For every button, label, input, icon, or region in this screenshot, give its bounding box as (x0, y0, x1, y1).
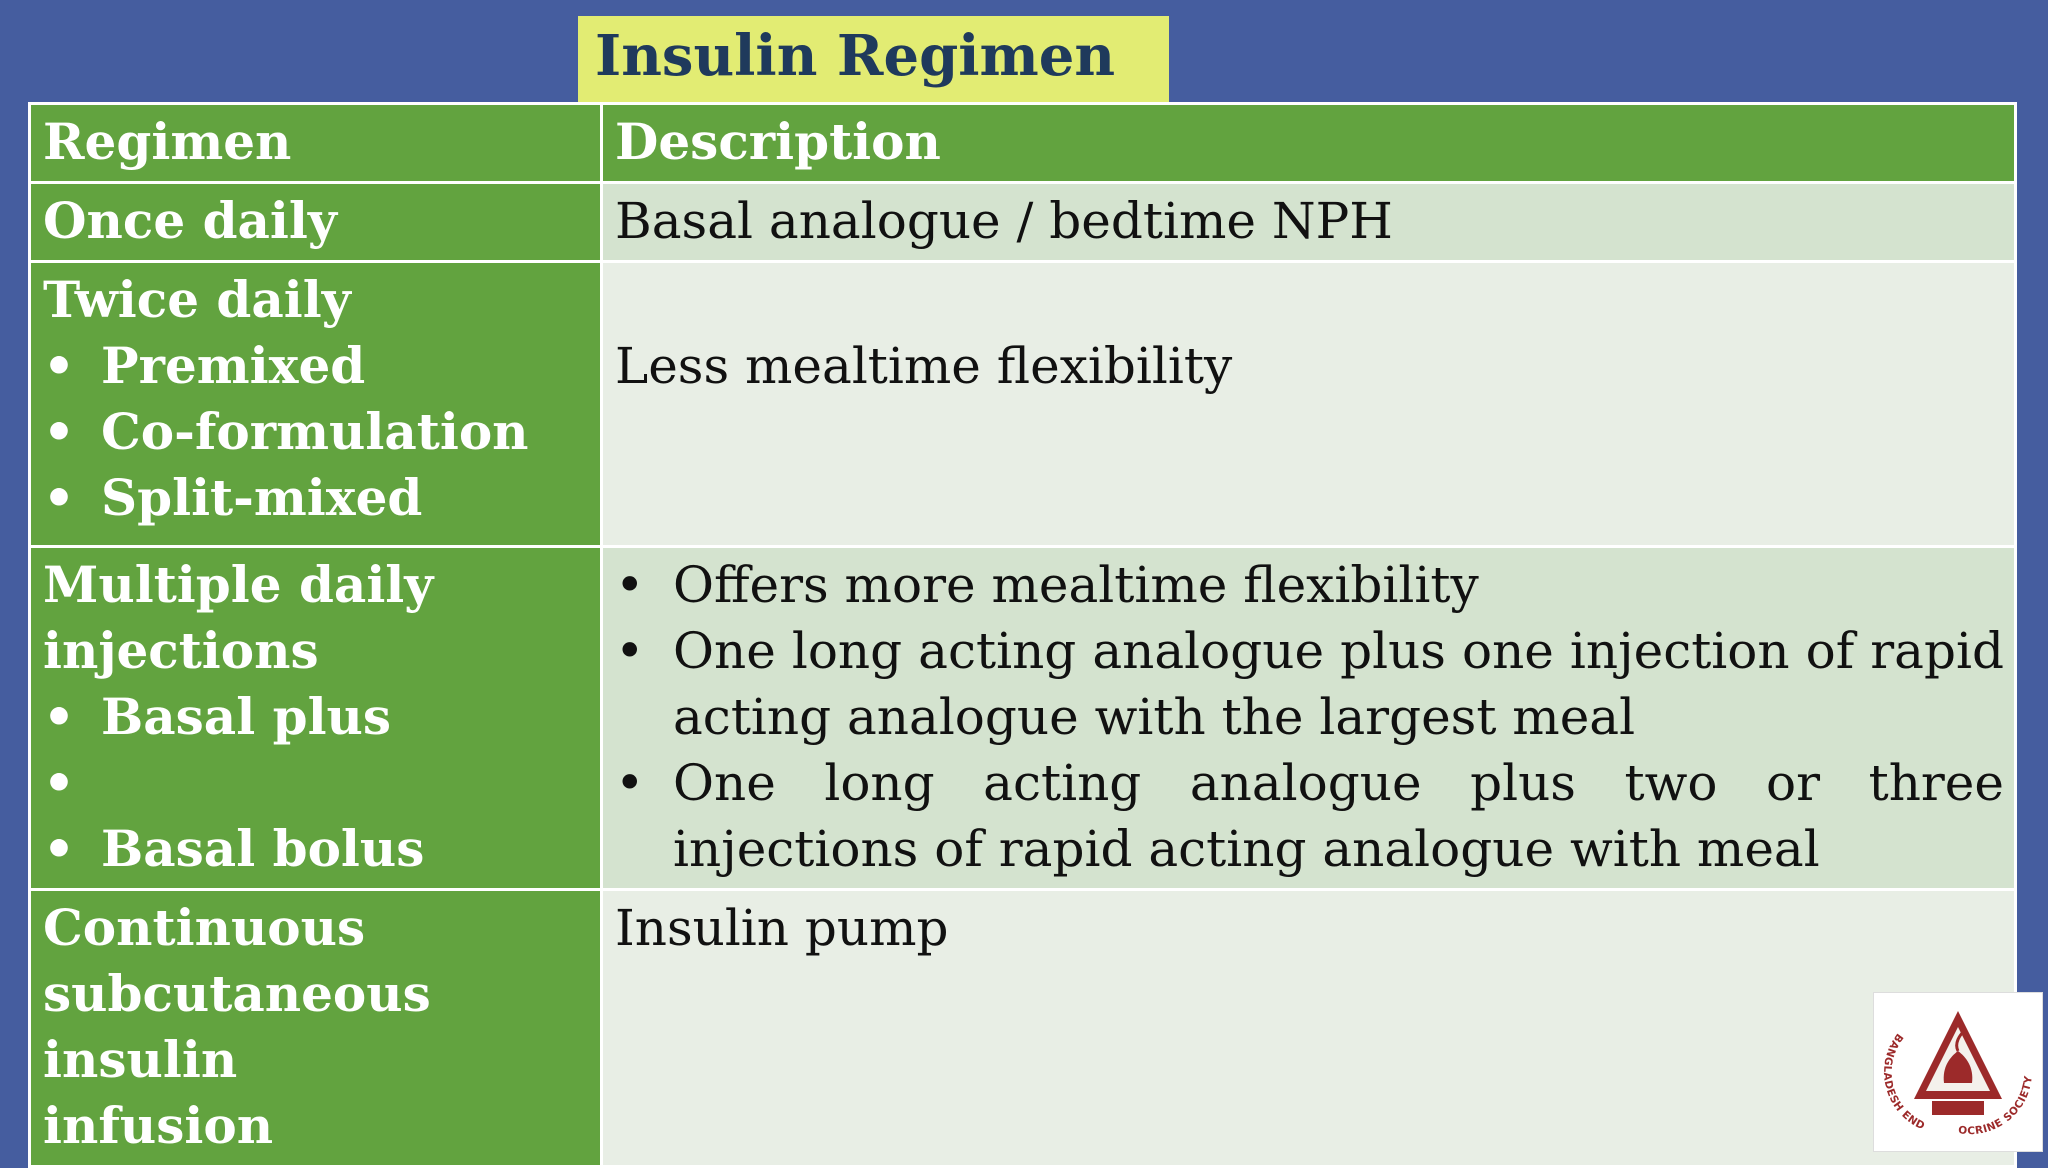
list-item: Basal plus (43, 684, 590, 750)
svg-text:BANGLADESH END: BANGLADESH END (1881, 1031, 1927, 1132)
regimen-name: infusion (43, 1096, 274, 1155)
regimen-cell: Multiple daily injections Basal plus Bas… (28, 545, 603, 891)
table-header-row: Regimen Description (28, 102, 2017, 184)
title-box: Insulin Regimen (578, 16, 1169, 102)
regimen-name: Multiple daily (43, 555, 434, 614)
table-row: Multiple daily injections Basal plus Bas… (28, 545, 2017, 891)
logo-text-left: BANGLADESH END (1881, 1031, 1926, 1132)
description-cell: Offers more mealtime flexibility One lon… (600, 545, 2017, 891)
table-row: Twice daily Premixed Co-formulation Spli… (28, 260, 2017, 548)
description-list: Offers more mealtime flexibility One lon… (615, 552, 2004, 882)
description-text: Less mealtime flexibility (615, 337, 1233, 395)
regimen-cell: Twice daily Premixed Co-formulation Spli… (28, 260, 603, 548)
column-header-description: Description (600, 102, 2017, 184)
regimen-table: Regimen Description Once daily Basal ana… (28, 102, 2017, 1168)
list-item: One long acting analogue plus two or thr… (615, 750, 2004, 882)
description-cell: Insulin pump (600, 888, 2017, 1168)
regimen-cell: Continuous subcutaneous insulin infusion (28, 888, 603, 1168)
table-row: Continuous subcutaneous insulin infusion… (28, 888, 2017, 1168)
slide-title: Insulin Regimen (595, 23, 1116, 89)
spacer (615, 267, 2004, 333)
list-item: One long acting analogue plus one inject… (615, 618, 2004, 750)
regimen-name: Once daily (43, 191, 337, 250)
regimen-name: subcutaneous insulin (43, 964, 431, 1089)
list-item: Co-formulation (43, 399, 590, 465)
regimen-subtypes: Basal plus Basal bolus (43, 684, 590, 882)
description-text: Insulin pump (615, 899, 949, 957)
society-logo: BANGLADESH END OCRINE SOCIETY (1873, 992, 2043, 1152)
regimen-subtypes: Premixed Co-formulation Split-mixed (43, 333, 590, 531)
description-cell: Basal analogue / bedtime NPH (600, 181, 2017, 263)
description-cell: Less mealtime flexibility (600, 260, 2017, 548)
list-item: Offers more mealtime flexibility (615, 552, 2004, 618)
list-item: Split-mixed (43, 465, 590, 531)
description-text: Basal analogue / bedtime NPH (615, 192, 1393, 250)
regimen-cell: Once daily (28, 181, 603, 263)
list-item: Premixed (43, 333, 590, 399)
regimen-name: Twice daily (43, 270, 351, 329)
column-header-regimen: Regimen (28, 102, 603, 184)
table-row: Once daily Basal analogue / bedtime NPH (28, 181, 2017, 263)
spacer (43, 750, 590, 816)
list-item: Basal bolus (43, 816, 590, 882)
regimen-name: injections (43, 621, 319, 680)
bangladesh-endocrine-society-logo-icon: BANGLADESH END OCRINE SOCIETY (1881, 1011, 2034, 1137)
regimen-name: Continuous (43, 898, 366, 957)
